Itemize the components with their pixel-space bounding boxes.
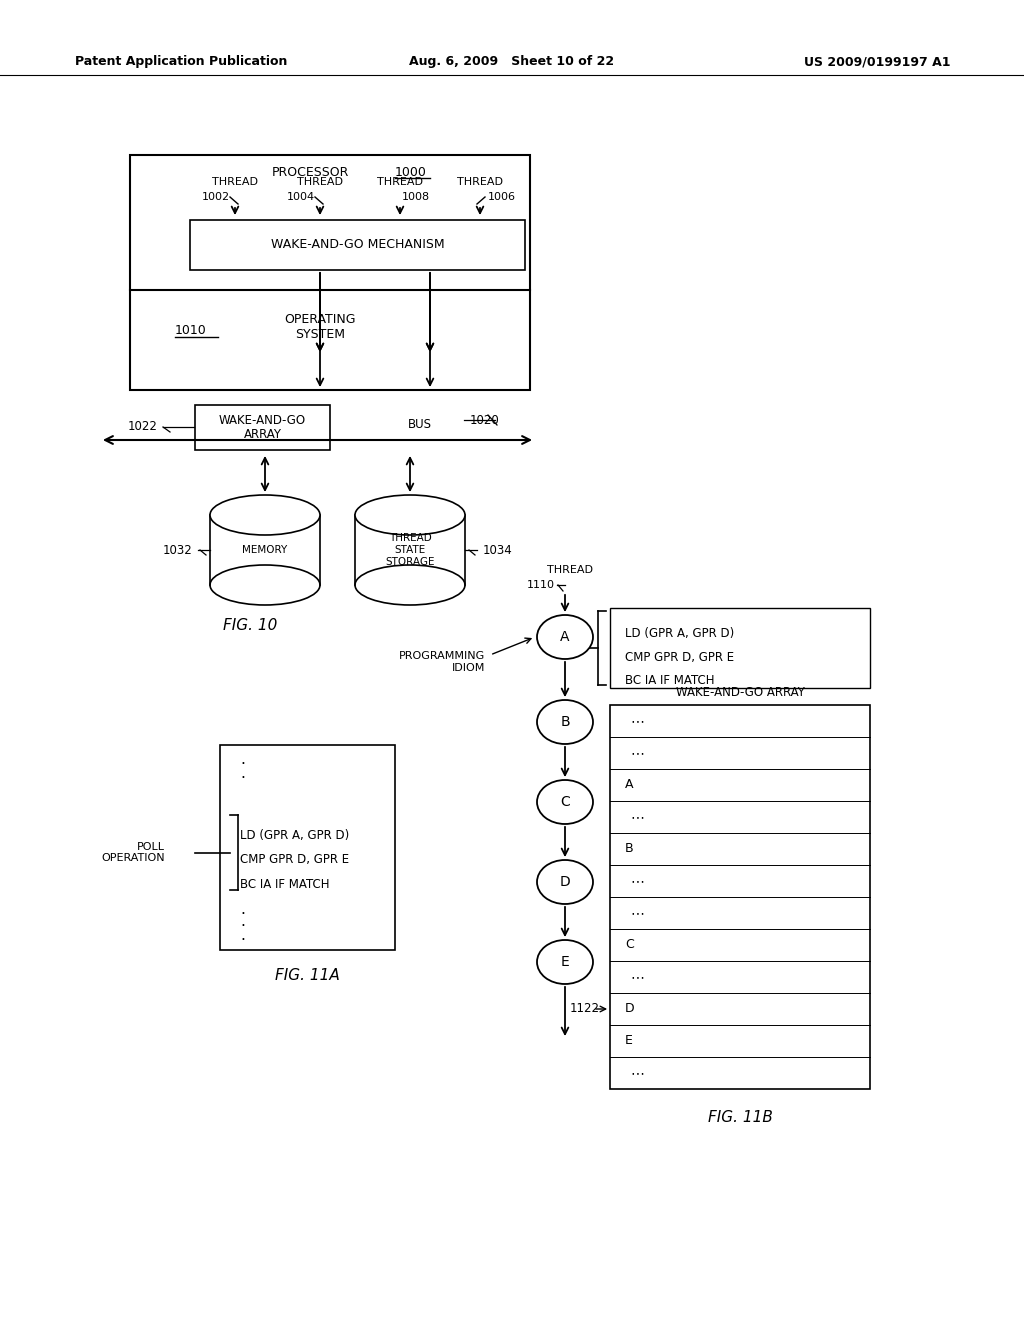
Text: B: B [625,842,634,855]
Text: 1004: 1004 [287,191,315,202]
Text: THREAD: THREAD [457,177,503,187]
Text: D: D [560,875,570,888]
FancyBboxPatch shape [130,154,530,389]
Text: 1008: 1008 [402,191,430,202]
Text: B: B [560,715,569,729]
Ellipse shape [537,615,593,659]
Text: 1010: 1010 [175,323,207,337]
Text: .: . [240,915,245,929]
Text: OPERATING
SYSTEM: OPERATING SYSTEM [285,313,355,341]
Text: FIG. 11A: FIG. 11A [275,968,340,982]
Text: THREAD: THREAD [212,177,258,187]
Text: ⋯: ⋯ [630,1067,644,1080]
Ellipse shape [537,700,593,744]
Text: WAKE-AND-GO ARRAY: WAKE-AND-GO ARRAY [676,686,805,700]
Text: ⋯: ⋯ [630,970,644,983]
Text: Patent Application Publication: Patent Application Publication [75,55,288,69]
Text: 1000: 1000 [395,165,427,178]
FancyBboxPatch shape [190,220,525,271]
Text: FIG. 10: FIG. 10 [223,618,278,632]
Text: ⋯: ⋯ [630,874,644,888]
Text: THREAD
STATE
STORAGE: THREAD STATE STORAGE [385,533,435,566]
Text: POLL
OPERATION: POLL OPERATION [101,842,165,863]
Text: THREAD: THREAD [377,177,423,187]
FancyBboxPatch shape [610,609,870,688]
Text: .: . [240,752,245,767]
FancyBboxPatch shape [220,744,395,950]
Text: E: E [560,954,569,969]
Text: FIG. 11B: FIG. 11B [708,1110,772,1125]
Text: ⋯: ⋯ [630,810,644,824]
Text: THREAD: THREAD [297,177,343,187]
Text: 1006: 1006 [488,191,516,202]
Text: ⋯: ⋯ [630,746,644,760]
Text: US 2009/0199197 A1: US 2009/0199197 A1 [804,55,950,69]
Text: 1034: 1034 [483,544,513,557]
Ellipse shape [537,861,593,904]
Text: 1002: 1002 [202,191,230,202]
Text: .: . [240,766,245,780]
Text: 1020: 1020 [470,413,500,426]
Text: 1122: 1122 [570,1002,600,1015]
Text: WAKE-AND-GO MECHANISM: WAKE-AND-GO MECHANISM [270,239,444,252]
Text: Aug. 6, 2009   Sheet 10 of 22: Aug. 6, 2009 Sheet 10 of 22 [410,55,614,69]
Text: E: E [625,1035,633,1048]
Text: C: C [625,939,634,952]
Text: .: . [240,928,245,942]
Text: D: D [625,1002,635,1015]
Text: C: C [560,795,570,809]
Ellipse shape [355,495,465,535]
Text: 1032: 1032 [162,544,193,557]
Text: MEMORY: MEMORY [243,545,288,554]
Ellipse shape [537,780,593,824]
Text: 1022: 1022 [128,421,158,433]
Text: BUS: BUS [408,418,432,432]
Text: CMP GPR D, GPR E: CMP GPR D, GPR E [625,651,734,664]
Ellipse shape [537,940,593,983]
Text: BC IA IF MATCH: BC IA IF MATCH [625,675,715,688]
Text: ⋯: ⋯ [630,714,644,729]
Text: 1110: 1110 [527,579,555,590]
Text: WAKE-AND-GO
ARRAY: WAKE-AND-GO ARRAY [219,413,306,441]
Text: .: . [240,902,245,916]
Text: CMP GPR D, GPR E: CMP GPR D, GPR E [240,854,349,866]
Text: ⋯: ⋯ [630,906,644,920]
FancyBboxPatch shape [610,705,870,1089]
Text: A: A [560,630,569,644]
Text: THREAD: THREAD [547,565,593,576]
Text: LD (GPR A, GPR D): LD (GPR A, GPR D) [240,829,349,842]
Text: BC IA IF MATCH: BC IA IF MATCH [240,879,330,891]
Text: PROCESSOR: PROCESSOR [271,165,349,178]
Text: LD (GPR A, GPR D): LD (GPR A, GPR D) [625,627,734,639]
Ellipse shape [210,495,319,535]
Text: PROGRAMMING
IDIOM: PROGRAMMING IDIOM [398,651,485,673]
Text: A: A [625,779,634,792]
FancyBboxPatch shape [195,405,330,450]
